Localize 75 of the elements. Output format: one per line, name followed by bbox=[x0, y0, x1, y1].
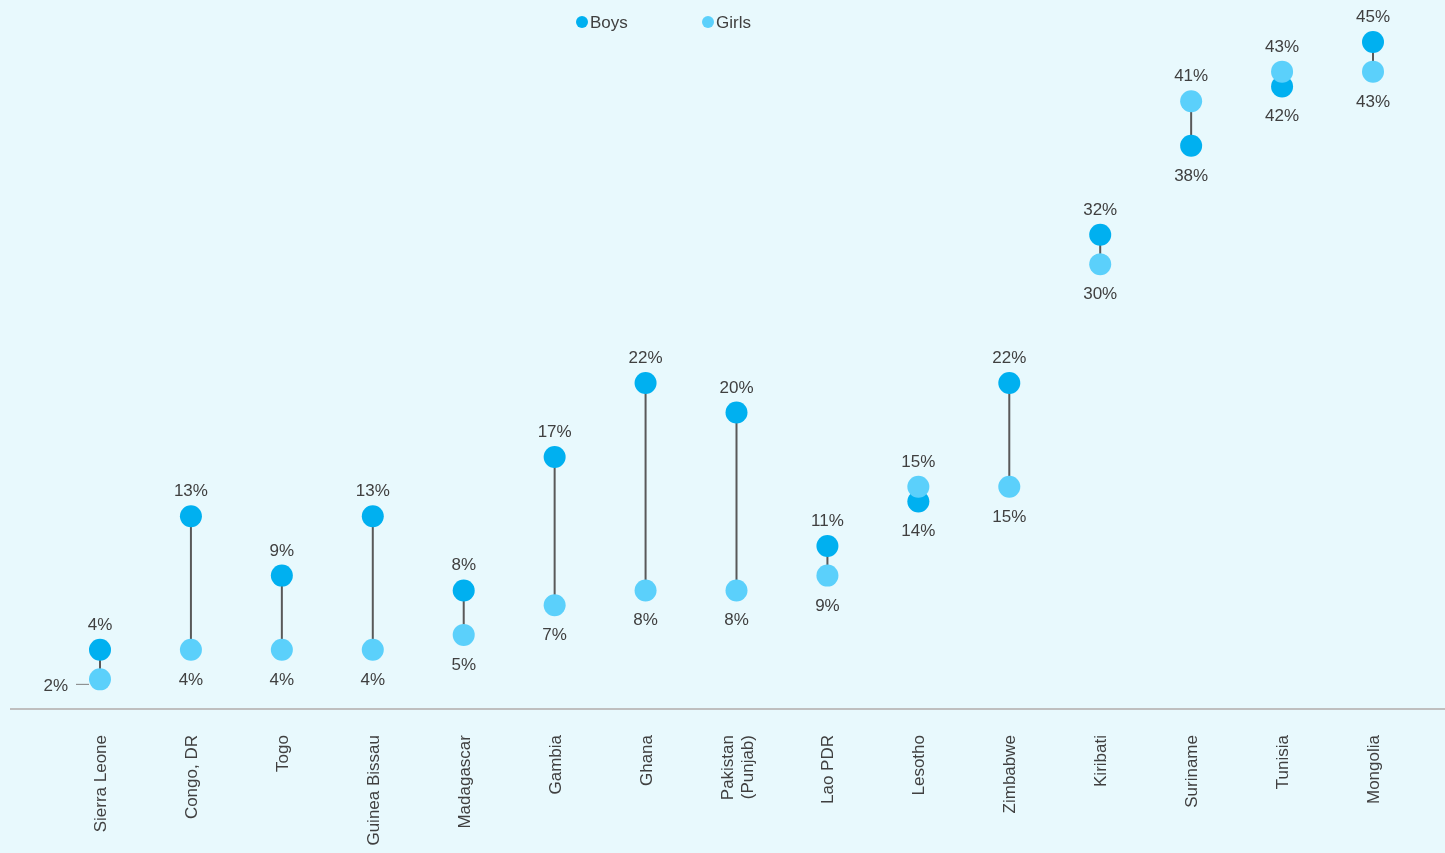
x-tick-label: Suriname bbox=[1182, 735, 1202, 808]
data-label: 41% bbox=[1174, 66, 1209, 86]
data-label: 15% bbox=[901, 451, 936, 471]
data-label: 4% bbox=[360, 669, 386, 689]
data-label: 13% bbox=[355, 481, 390, 501]
data-label: 7% bbox=[542, 625, 567, 645]
x-tick-label: Kiribati bbox=[1091, 735, 1111, 787]
data-label: 4% bbox=[178, 669, 204, 689]
point bbox=[452, 579, 475, 602]
x-tick-label: Lao PDR bbox=[818, 735, 838, 804]
point bbox=[543, 594, 566, 617]
data-label: 9% bbox=[815, 595, 840, 615]
data-label: 43% bbox=[1355, 91, 1391, 111]
data-label: 32% bbox=[1083, 199, 1118, 219]
x-tick-label: Togo bbox=[272, 735, 292, 772]
data-label: 30% bbox=[1083, 284, 1118, 304]
point bbox=[907, 475, 930, 498]
x-tick-label: Ghana bbox=[636, 734, 656, 787]
point bbox=[179, 505, 202, 528]
x-tick-label: Guinea Bissau bbox=[363, 735, 383, 846]
data-label: 15% bbox=[992, 506, 1027, 526]
point bbox=[634, 371, 657, 394]
point bbox=[543, 446, 566, 469]
data-label: 20% bbox=[719, 377, 754, 397]
point bbox=[89, 668, 111, 691]
data-label: 8% bbox=[451, 555, 476, 575]
data-label: 9% bbox=[269, 540, 295, 560]
point bbox=[361, 638, 384, 661]
point bbox=[270, 638, 293, 661]
point bbox=[1180, 90, 1203, 113]
point bbox=[1089, 253, 1112, 276]
point bbox=[1180, 134, 1203, 157]
data-label: 8% bbox=[633, 610, 658, 630]
x-tick-label: Pakistan (Punjab) bbox=[717, 735, 757, 801]
data-label: 4% bbox=[87, 614, 113, 634]
data-label: 43% bbox=[1265, 36, 1300, 56]
point bbox=[1271, 60, 1294, 83]
point bbox=[634, 579, 657, 602]
point bbox=[452, 623, 475, 646]
point bbox=[89, 638, 111, 661]
data-label: 45% bbox=[1355, 7, 1391, 26]
x-tick-label: Sierra Leone bbox=[91, 735, 110, 833]
point bbox=[270, 564, 293, 587]
x-tick-label: Congo, DR bbox=[181, 735, 201, 820]
point bbox=[1362, 31, 1384, 53]
data-label: 22% bbox=[992, 347, 1027, 367]
data-label: 14% bbox=[901, 521, 936, 541]
data-label: 13% bbox=[173, 481, 208, 501]
legend-label: Boys bbox=[590, 13, 628, 32]
data-label: 8% bbox=[724, 610, 749, 630]
data-label: 5% bbox=[451, 654, 476, 674]
point bbox=[725, 579, 748, 602]
point bbox=[816, 564, 839, 587]
data-label: 38% bbox=[1174, 165, 1209, 185]
data-label: 17% bbox=[537, 422, 572, 442]
data-label: 22% bbox=[628, 347, 663, 367]
data-label: 2% bbox=[43, 676, 68, 696]
point bbox=[998, 371, 1021, 394]
point bbox=[1362, 60, 1384, 83]
x-tick-label: Mongolia bbox=[1364, 734, 1383, 804]
point bbox=[816, 534, 839, 557]
point bbox=[179, 638, 202, 661]
point bbox=[998, 475, 1021, 498]
x-tick-label: Lesotho bbox=[909, 735, 929, 796]
point bbox=[1089, 223, 1112, 246]
legend-label: Girls bbox=[716, 13, 751, 32]
x-tick-label: Gambia bbox=[545, 734, 565, 795]
x-tick-label: Tunisia bbox=[1273, 734, 1293, 790]
x-tick-label: Madagascar bbox=[454, 734, 474, 829]
point bbox=[725, 401, 748, 424]
data-label: 42% bbox=[1265, 106, 1300, 126]
data-label: 4% bbox=[269, 669, 295, 689]
x-tick-label: Zimbabwe bbox=[1000, 735, 1020, 814]
point bbox=[361, 505, 384, 528]
data-label: 11% bbox=[811, 510, 844, 530]
